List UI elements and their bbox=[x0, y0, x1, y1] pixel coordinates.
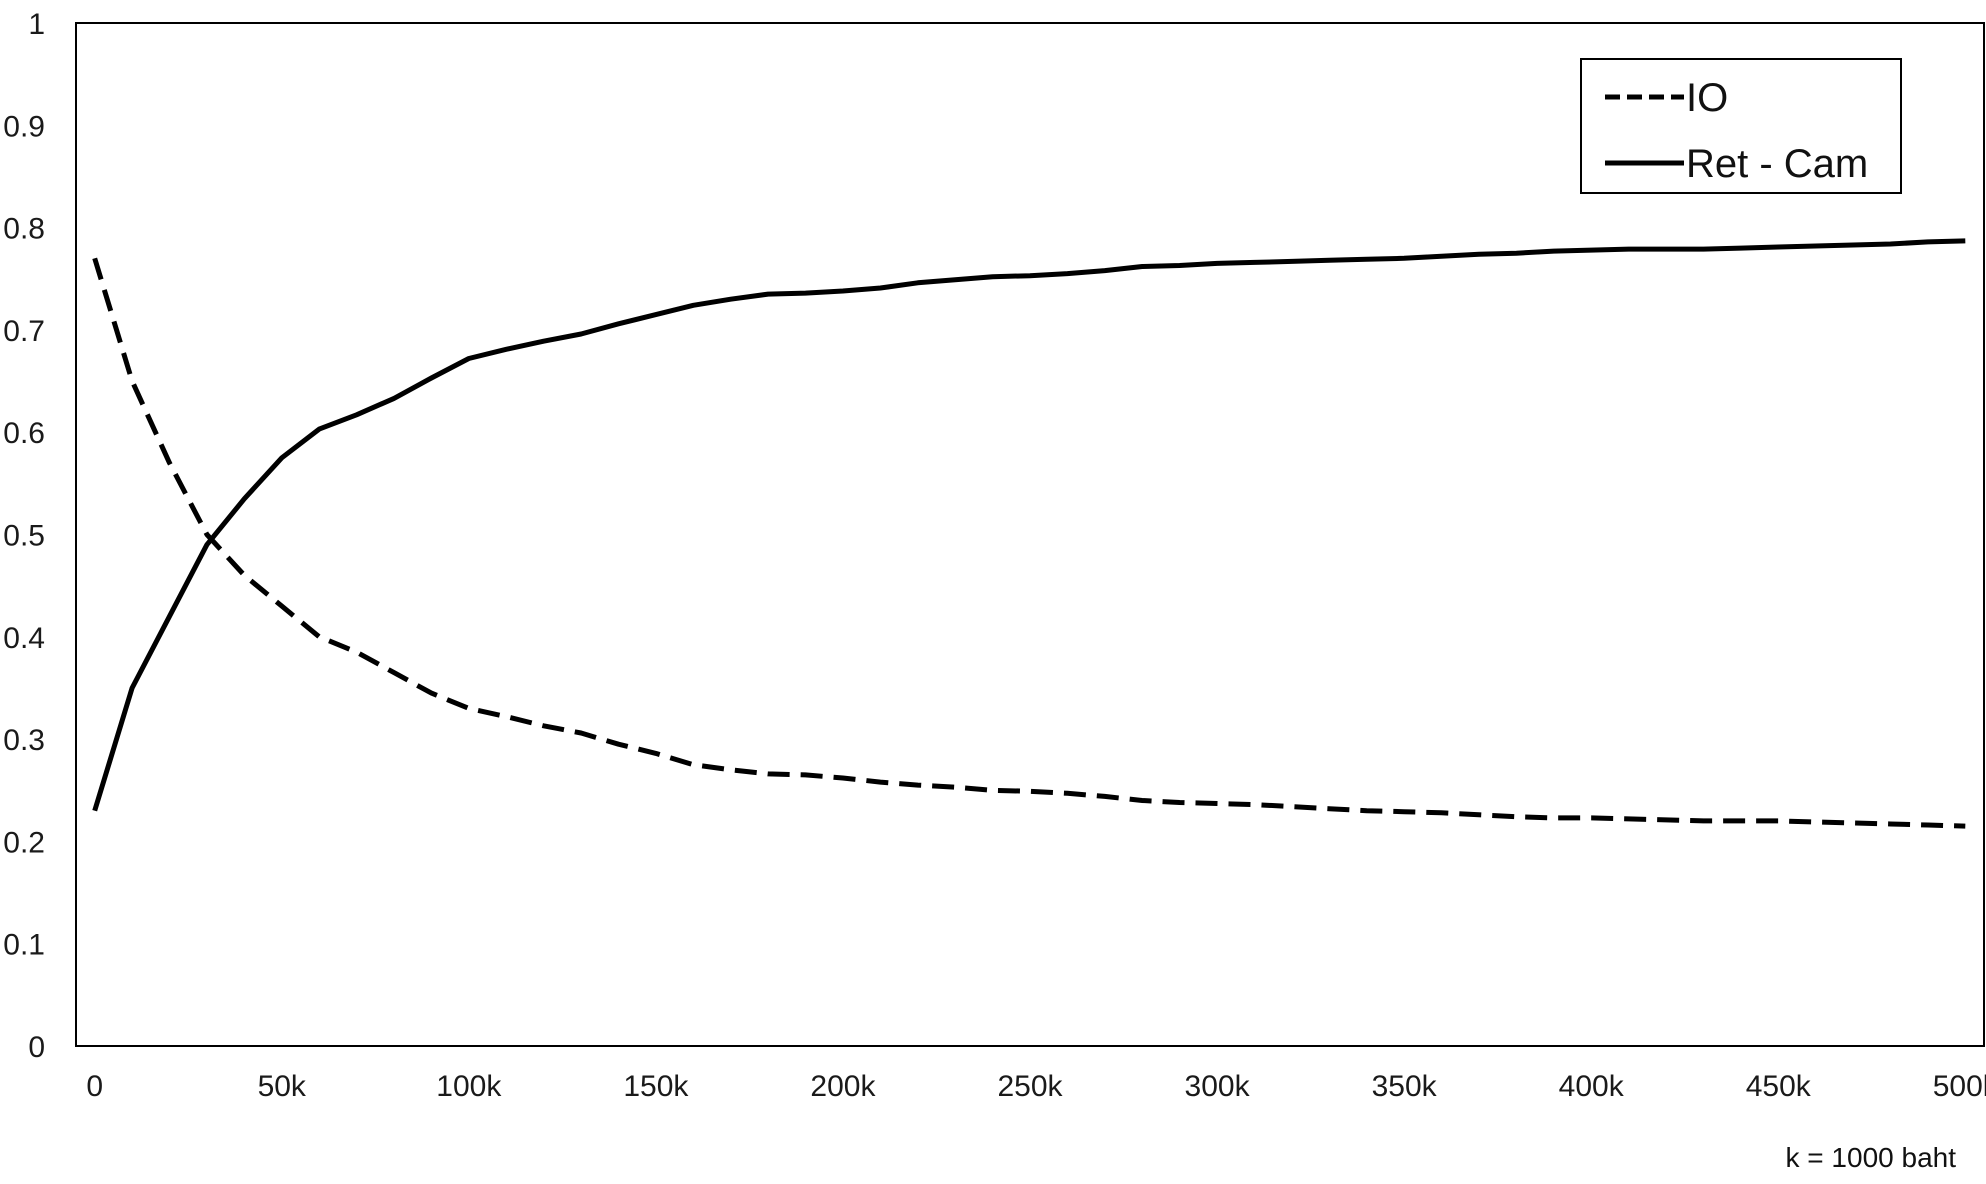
x-tick-label: 300k bbox=[1185, 1070, 1251, 1103]
y-tick-label: 0.2 bbox=[3, 826, 45, 859]
y-tick-label: 0 bbox=[28, 1031, 45, 1064]
x-tick-label: 500k bbox=[1933, 1070, 1986, 1103]
x-tick-label: 250k bbox=[997, 1070, 1063, 1103]
plot-area-frame bbox=[75, 22, 1985, 1047]
x-axis-ticks: 0 50k 100k 150k 200k 250k 300k 350k 400k 450k 500k bbox=[86, 1070, 1986, 1103]
x-tick-label: 450k bbox=[1746, 1070, 1812, 1103]
legend: IO Ret - Cam bbox=[1580, 58, 1902, 194]
legend-box bbox=[1580, 58, 1902, 194]
y-tick-label: 0.4 bbox=[3, 622, 45, 655]
legend-label-ret-cam: Ret - Cam bbox=[1686, 142, 1868, 186]
unit-note: k = 1000 baht bbox=[1786, 1142, 1957, 1173]
x-tick-label: 0 bbox=[86, 1070, 103, 1103]
y-tick-label: 1 bbox=[28, 8, 45, 41]
x-tick-label: 150k bbox=[623, 1070, 689, 1103]
series-line-io bbox=[92, 257, 1966, 829]
x-tick-label: 50k bbox=[258, 1070, 307, 1103]
y-tick-label: 0.7 bbox=[3, 315, 45, 348]
y-tick-label: 0.8 bbox=[3, 213, 45, 246]
series-line-ret-cam bbox=[92, 238, 1966, 812]
y-tick-label: 0.1 bbox=[3, 929, 45, 962]
x-tick-label: 350k bbox=[1372, 1070, 1438, 1103]
x-tick-label: 400k bbox=[1559, 1070, 1625, 1103]
x-tick-label: 200k bbox=[810, 1070, 876, 1103]
y-tick-label: 0.6 bbox=[3, 417, 45, 450]
x-tick-label: 100k bbox=[436, 1070, 502, 1103]
legend-label-io: IO bbox=[1686, 76, 1728, 120]
y-axis-ticks: 0 0.1 0.2 0.3 0.4 0.5 0.6 0.7 0.8 0.9 1 bbox=[3, 8, 45, 1064]
y-tick-label: 0.9 bbox=[3, 110, 45, 143]
y-tick-label: 0.5 bbox=[3, 520, 45, 553]
y-tick-label: 0.3 bbox=[3, 724, 45, 757]
series-layer bbox=[92, 238, 1966, 829]
